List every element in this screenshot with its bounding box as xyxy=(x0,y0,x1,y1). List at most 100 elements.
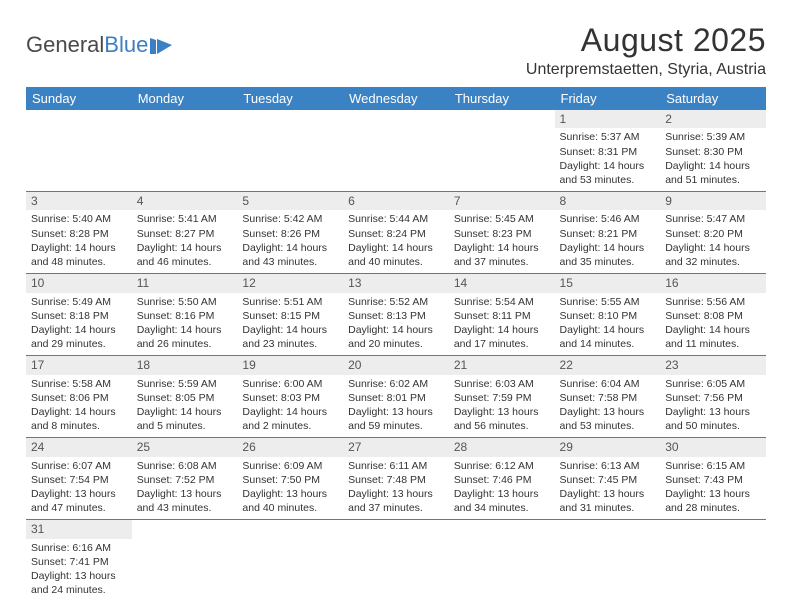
day-info: Sunrise: 6:09 AMSunset: 7:50 PMDaylight:… xyxy=(237,457,343,520)
page-title: August 2025 xyxy=(526,22,766,59)
day-number: 20 xyxy=(343,356,449,374)
calendar-cell: .. xyxy=(343,110,449,192)
calendar-cell: 11Sunrise: 5:50 AMSunset: 8:16 PMDayligh… xyxy=(132,274,238,356)
day-info: Sunrise: 5:56 AMSunset: 8:08 PMDaylight:… xyxy=(660,293,766,356)
calendar-cell: 13Sunrise: 5:52 AMSunset: 8:13 PMDayligh… xyxy=(343,274,449,356)
day-info: Sunrise: 6:16 AMSunset: 7:41 PMDaylight:… xyxy=(26,539,132,602)
weekday-header: Friday xyxy=(555,87,661,110)
calendar-cell: 24Sunrise: 6:07 AMSunset: 7:54 PMDayligh… xyxy=(26,438,132,520)
day-number: 30 xyxy=(660,438,766,456)
day-number: 8 xyxy=(555,192,661,210)
day-number: 24 xyxy=(26,438,132,456)
day-info: Sunrise: 5:39 AMSunset: 8:30 PMDaylight:… xyxy=(660,128,766,191)
logo-text-2: Blue xyxy=(104,32,148,58)
day-info: Sunrise: 5:52 AMSunset: 8:13 PMDaylight:… xyxy=(343,293,449,356)
calendar-table: SundayMondayTuesdayWednesdayThursdayFrid… xyxy=(26,87,766,601)
day-number: 12 xyxy=(237,274,343,292)
calendar-cell: 16Sunrise: 5:56 AMSunset: 8:08 PMDayligh… xyxy=(660,274,766,356)
day-number: 5 xyxy=(237,192,343,210)
day-info: Sunrise: 5:47 AMSunset: 8:20 PMDaylight:… xyxy=(660,210,766,273)
day-number: 4 xyxy=(132,192,238,210)
calendar-cell: 3Sunrise: 5:40 AMSunset: 8:28 PMDaylight… xyxy=(26,192,132,274)
weekday-row: SundayMondayTuesdayWednesdayThursdayFrid… xyxy=(26,87,766,110)
calendar-cell: 4Sunrise: 5:41 AMSunset: 8:27 PMDaylight… xyxy=(132,192,238,274)
calendar-cell: 27Sunrise: 6:11 AMSunset: 7:48 PMDayligh… xyxy=(343,438,449,520)
calendar-body: ..........1Sunrise: 5:37 AMSunset: 8:31 … xyxy=(26,110,766,601)
calendar-week: 24Sunrise: 6:07 AMSunset: 7:54 PMDayligh… xyxy=(26,438,766,520)
calendar-cell: 31Sunrise: 6:16 AMSunset: 7:41 PMDayligh… xyxy=(26,520,132,602)
calendar-head: SundayMondayTuesdayWednesdayThursdayFrid… xyxy=(26,87,766,110)
calendar-cell: 9Sunrise: 5:47 AMSunset: 8:20 PMDaylight… xyxy=(660,192,766,274)
weekday-header: Saturday xyxy=(660,87,766,110)
weekday-header: Thursday xyxy=(449,87,555,110)
day-info: Sunrise: 6:03 AMSunset: 7:59 PMDaylight:… xyxy=(449,375,555,438)
calendar-cell: .. xyxy=(26,110,132,192)
page-subtitle: Unterpremstaetten, Styria, Austria xyxy=(526,61,766,79)
calendar-cell: .. xyxy=(237,110,343,192)
day-info: Sunrise: 5:51 AMSunset: 8:15 PMDaylight:… xyxy=(237,293,343,356)
calendar-cell: 15Sunrise: 5:55 AMSunset: 8:10 PMDayligh… xyxy=(555,274,661,356)
title-block: August 2025 Unterpremstaetten, Styria, A… xyxy=(526,22,766,79)
day-number: 13 xyxy=(343,274,449,292)
day-info: Sunrise: 6:13 AMSunset: 7:45 PMDaylight:… xyxy=(555,457,661,520)
calendar-cell: .. xyxy=(449,110,555,192)
calendar-cell: 1Sunrise: 5:37 AMSunset: 8:31 PMDaylight… xyxy=(555,110,661,192)
day-number: 31 xyxy=(26,520,132,538)
logo-text-1: General xyxy=(26,32,104,58)
day-number: 2 xyxy=(660,110,766,128)
day-info: Sunrise: 6:15 AMSunset: 7:43 PMDaylight:… xyxy=(660,457,766,520)
day-info: Sunrise: 5:55 AMSunset: 8:10 PMDaylight:… xyxy=(555,293,661,356)
day-number: 1 xyxy=(555,110,661,128)
calendar-cell: .. xyxy=(449,520,555,602)
calendar-cell: 12Sunrise: 5:51 AMSunset: 8:15 PMDayligh… xyxy=(237,274,343,356)
day-info: Sunrise: 6:07 AMSunset: 7:54 PMDaylight:… xyxy=(26,457,132,520)
logo-flag-icon xyxy=(150,36,176,54)
day-number: 18 xyxy=(132,356,238,374)
calendar-week: 31Sunrise: 6:16 AMSunset: 7:41 PMDayligh… xyxy=(26,520,766,602)
calendar-cell: 5Sunrise: 5:42 AMSunset: 8:26 PMDaylight… xyxy=(237,192,343,274)
day-info: Sunrise: 5:46 AMSunset: 8:21 PMDaylight:… xyxy=(555,210,661,273)
calendar-cell: .. xyxy=(132,520,238,602)
page-header: GeneralBlue August 2025 Unterpremstaette… xyxy=(26,22,766,79)
calendar-cell: 23Sunrise: 6:05 AMSunset: 7:56 PMDayligh… xyxy=(660,356,766,438)
calendar-cell: .. xyxy=(343,520,449,602)
day-number: 3 xyxy=(26,192,132,210)
day-info: Sunrise: 6:12 AMSunset: 7:46 PMDaylight:… xyxy=(449,457,555,520)
weekday-header: Wednesday xyxy=(343,87,449,110)
weekday-header: Tuesday xyxy=(237,87,343,110)
calendar-cell: 6Sunrise: 5:44 AMSunset: 8:24 PMDaylight… xyxy=(343,192,449,274)
calendar-cell: 28Sunrise: 6:12 AMSunset: 7:46 PMDayligh… xyxy=(449,438,555,520)
day-info: Sunrise: 5:42 AMSunset: 8:26 PMDaylight:… xyxy=(237,210,343,273)
day-number: 28 xyxy=(449,438,555,456)
calendar-cell: 8Sunrise: 5:46 AMSunset: 8:21 PMDaylight… xyxy=(555,192,661,274)
day-info: Sunrise: 5:54 AMSunset: 8:11 PMDaylight:… xyxy=(449,293,555,356)
calendar-cell: 14Sunrise: 5:54 AMSunset: 8:11 PMDayligh… xyxy=(449,274,555,356)
calendar-week: 17Sunrise: 5:58 AMSunset: 8:06 PMDayligh… xyxy=(26,356,766,438)
day-number: 14 xyxy=(449,274,555,292)
calendar-cell: 18Sunrise: 5:59 AMSunset: 8:05 PMDayligh… xyxy=(132,356,238,438)
calendar-cell: 7Sunrise: 5:45 AMSunset: 8:23 PMDaylight… xyxy=(449,192,555,274)
day-number: 11 xyxy=(132,274,238,292)
day-info: Sunrise: 5:45 AMSunset: 8:23 PMDaylight:… xyxy=(449,210,555,273)
day-number: 16 xyxy=(660,274,766,292)
calendar-cell: 2Sunrise: 5:39 AMSunset: 8:30 PMDaylight… xyxy=(660,110,766,192)
calendar-cell: 29Sunrise: 6:13 AMSunset: 7:45 PMDayligh… xyxy=(555,438,661,520)
weekday-header: Monday xyxy=(132,87,238,110)
calendar-cell: .. xyxy=(132,110,238,192)
calendar-cell: .. xyxy=(555,520,661,602)
day-info: Sunrise: 5:50 AMSunset: 8:16 PMDaylight:… xyxy=(132,293,238,356)
calendar-cell: .. xyxy=(660,520,766,602)
day-number: 21 xyxy=(449,356,555,374)
day-number: 9 xyxy=(660,192,766,210)
day-number: 7 xyxy=(449,192,555,210)
calendar-cell: 30Sunrise: 6:15 AMSunset: 7:43 PMDayligh… xyxy=(660,438,766,520)
day-number: 22 xyxy=(555,356,661,374)
weekday-header: Sunday xyxy=(26,87,132,110)
day-number: 10 xyxy=(26,274,132,292)
day-number: 26 xyxy=(237,438,343,456)
day-number: 25 xyxy=(132,438,238,456)
day-info: Sunrise: 5:44 AMSunset: 8:24 PMDaylight:… xyxy=(343,210,449,273)
day-number: 27 xyxy=(343,438,449,456)
day-number: 29 xyxy=(555,438,661,456)
day-info: Sunrise: 6:11 AMSunset: 7:48 PMDaylight:… xyxy=(343,457,449,520)
